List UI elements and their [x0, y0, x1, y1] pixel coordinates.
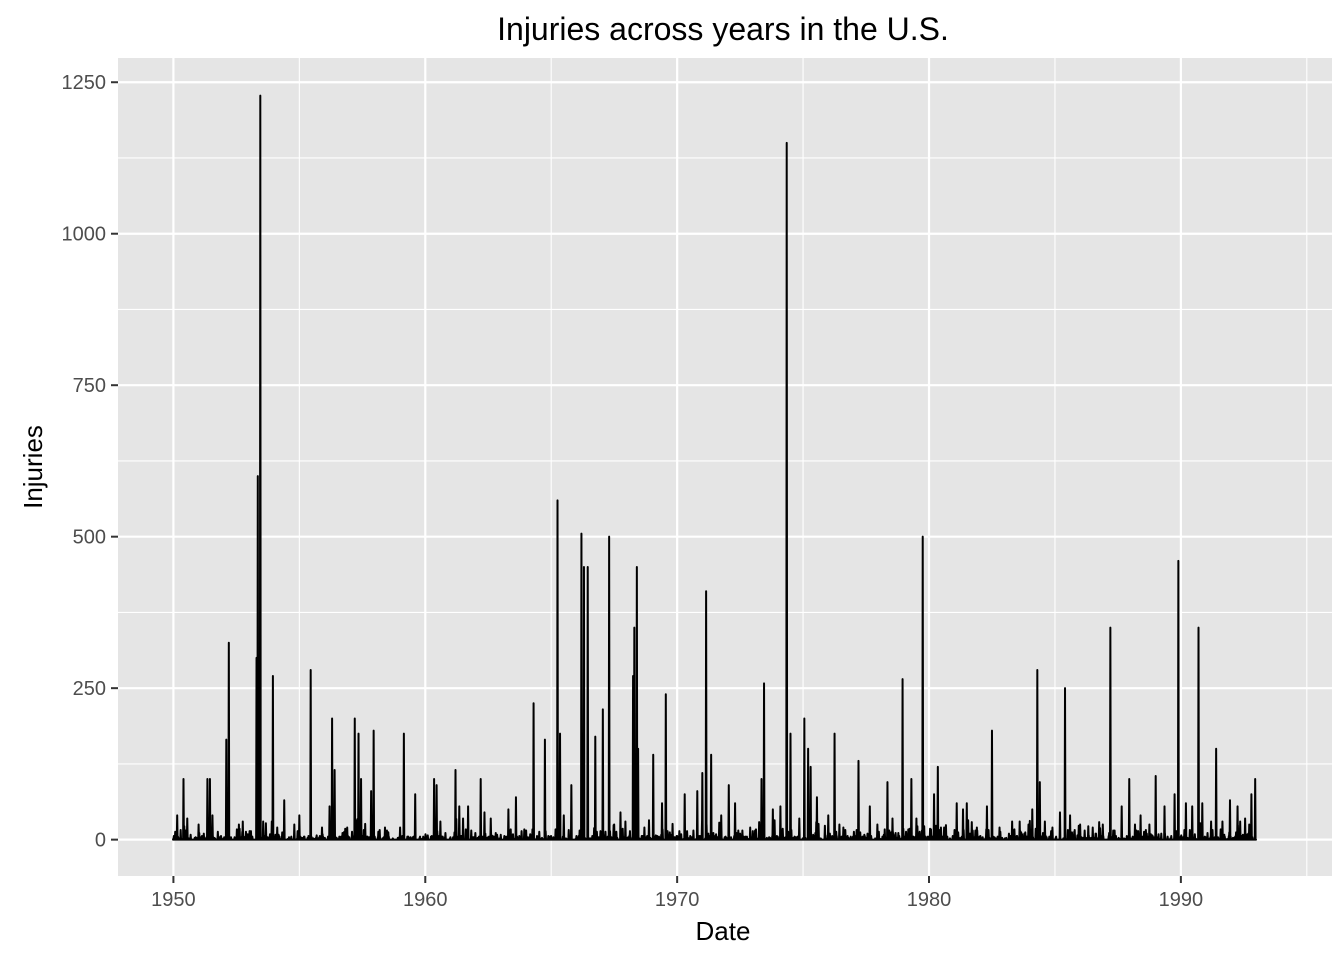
y-tick-label-500: 500: [73, 527, 106, 549]
grid-major: [118, 58, 1332, 876]
x-tick-label-1970: 1970: [655, 889, 700, 911]
x-tick-label-1960: 1960: [403, 889, 448, 911]
y-tick-label-1250: 1250: [62, 72, 107, 94]
y-tick-label-750: 750: [73, 375, 106, 397]
x-axis-title: Date: [696, 916, 751, 946]
y-axis-title: Injuries: [18, 425, 48, 509]
y-tick-label-1000: 1000: [62, 224, 107, 246]
x-tick-label-1950: 1950: [151, 889, 196, 911]
chart-title: Injuries across years in the U.S.: [497, 11, 949, 47]
y-tick-label-0: 0: [95, 830, 106, 852]
x-axis: 1950 1960 1970 1980 1990: [151, 876, 1203, 911]
grid-minor: [118, 58, 1332, 876]
y-axis: 0 250 500 750 1000 1250: [62, 72, 118, 852]
plot-panel: [118, 58, 1332, 876]
x-tick-label-1990: 1990: [1159, 889, 1204, 911]
y-tick-label-250: 250: [73, 678, 106, 700]
series-injuries: [172, 94, 1258, 841]
x-tick-label-1980: 1980: [907, 889, 952, 911]
series-line-injuries: [172, 94, 1258, 841]
